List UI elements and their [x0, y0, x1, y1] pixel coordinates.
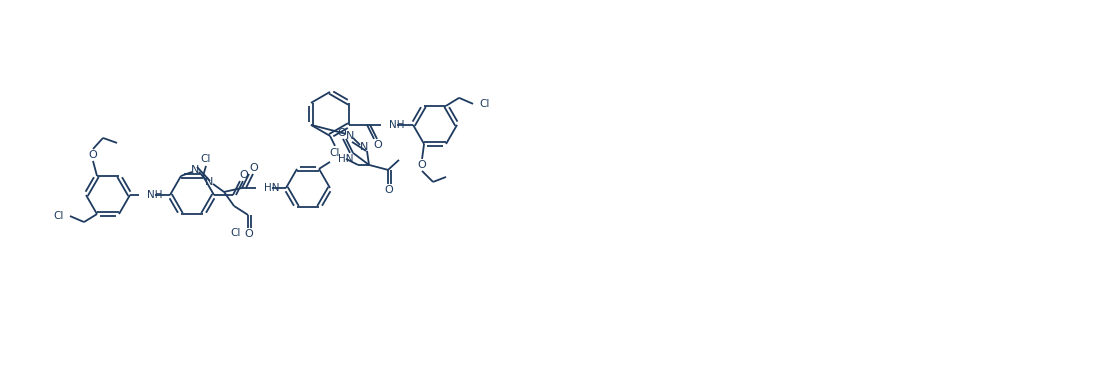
Text: O: O: [374, 140, 383, 150]
Text: NH: NH: [147, 190, 162, 200]
Text: Cl: Cl: [201, 154, 212, 164]
Text: HN: HN: [264, 183, 280, 193]
Text: O: O: [338, 128, 347, 138]
Text: N: N: [205, 177, 213, 187]
Text: O: O: [89, 150, 98, 160]
Text: Cl: Cl: [330, 148, 340, 158]
Text: O: O: [245, 229, 253, 239]
Text: N: N: [191, 165, 200, 175]
Text: N: N: [360, 142, 369, 152]
Text: Cl: Cl: [479, 99, 489, 109]
Text: O: O: [250, 163, 259, 173]
Text: HN: HN: [338, 154, 353, 164]
Text: O: O: [239, 170, 248, 180]
Text: Cl: Cl: [230, 228, 241, 238]
Text: O: O: [418, 160, 427, 170]
Text: NH: NH: [389, 120, 405, 130]
Text: O: O: [385, 185, 394, 195]
Text: N: N: [346, 131, 354, 141]
Text: Cl: Cl: [54, 211, 64, 221]
